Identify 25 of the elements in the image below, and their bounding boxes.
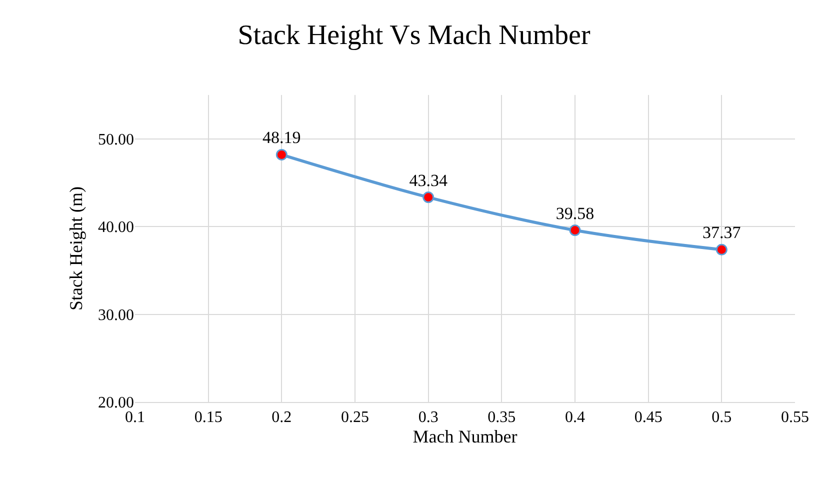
x-tick-label: 0.25 [341,409,369,426]
x-tick-label: 0.4 [565,409,585,426]
x-tick-label: 0.35 [488,409,516,426]
y-axis-title: Stack Height (m) [66,186,86,310]
data-label: 39.58 [556,204,594,223]
x-tick-label: 0.1 [125,409,145,426]
data-label: 37.37 [702,223,742,242]
x-tick-label: 0.3 [418,409,438,426]
x-tick-label: 0.2 [272,409,292,426]
data-label: 48.19 [262,128,301,148]
x-tick-label: 0.45 [634,409,662,426]
x-tick-label: 0.5 [712,409,732,426]
point [569,224,581,236]
y-tick-label: 40.00 [98,219,134,236]
x-tick-label: 0.55 [781,409,809,426]
point [276,148,288,160]
y-tick-label: 50.00 [98,131,134,148]
x-tick-label: 0.15 [194,409,222,426]
chart-title: Stack Height Vs Mach Number [238,20,591,52]
x-axis-title: Mach Number [412,426,518,446]
point [716,244,728,256]
y-tick-label: 30.00 [98,306,134,324]
y-tick-label: 20.00 [98,394,134,412]
point [422,192,434,204]
data-label: 43.34 [409,170,448,190]
